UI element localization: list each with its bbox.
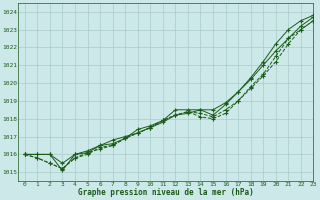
X-axis label: Graphe pression niveau de la mer (hPa): Graphe pression niveau de la mer (hPa): [78, 188, 254, 197]
